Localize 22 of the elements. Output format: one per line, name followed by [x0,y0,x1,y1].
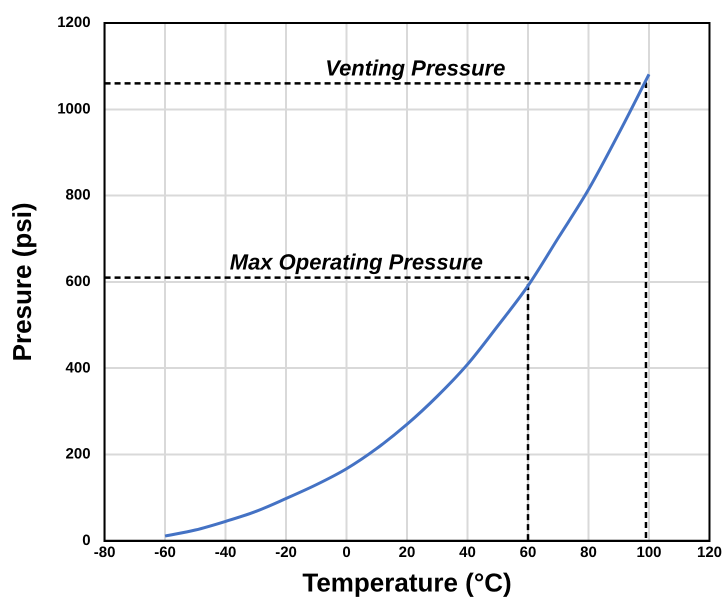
x-axis-title: Temperature (°C) [302,568,512,598]
x-tick-label: 100 [636,544,662,561]
x-tick-label: 20 [398,544,416,561]
x-tick-label: 60 [520,544,536,561]
x-tick-label: 0 [342,544,351,561]
y-axis-title: Presure (psi) [6,202,37,362]
y-tick-label: 400 [66,359,91,376]
x-tick-label: 80 [580,544,597,561]
y-tick-label: 800 [66,186,91,204]
series-label: Venting Pressure [325,55,506,80]
y-tick-label: 200 [66,446,91,463]
x-tick-label: 120 [696,544,722,561]
y-tick-label: 1200 [57,14,91,32]
x-tick-label: -40 [214,544,236,561]
y-tick-label: 600 [66,273,91,290]
series-label: Max Operating Pressure [230,250,483,275]
y-tick-label: 1000 [57,100,91,118]
x-tick-label: 40 [459,544,476,561]
x-tick-label: -80 [94,544,116,561]
y-tick-label: 0 [82,532,91,549]
x-tick-label: -60 [154,544,176,561]
x-tick-label: -20 [275,544,297,561]
